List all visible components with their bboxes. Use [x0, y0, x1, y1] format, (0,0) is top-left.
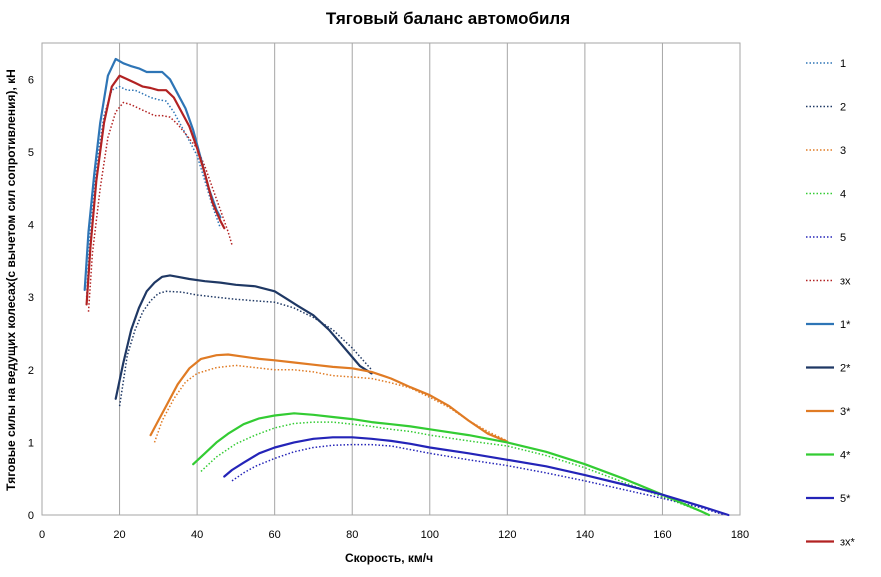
series-line-зх* — [85, 74, 226, 306]
grid — [119, 43, 663, 515]
x-tick-label: 140 — [576, 529, 594, 541]
series-line-2* — [114, 274, 373, 400]
legend-label-4: 4 — [840, 189, 846, 201]
x-tick-label: 80 — [346, 529, 358, 541]
y-tick-label: 2 — [28, 365, 34, 377]
series-line-3* — [149, 353, 509, 443]
x-axis-ticks: 0 20 40 60 80 100 120 140 160 180 — [39, 529, 749, 541]
x-axis-title: Скорость, км/ч — [345, 551, 433, 565]
legend-label-3*: 3* — [840, 406, 851, 418]
series-line-1* — [83, 57, 222, 291]
x-tick-label: 160 — [653, 529, 671, 541]
legend-label-зх*: зх* — [840, 537, 856, 549]
x-tick-label: 40 — [191, 529, 203, 541]
y-tick-label: 6 — [28, 74, 34, 86]
x-tick-label: 100 — [421, 529, 439, 541]
legend-label-2*: 2* — [840, 363, 851, 375]
y-tick-label: 0 — [28, 510, 34, 522]
series-line-зх — [87, 101, 233, 312]
series-line-4* — [192, 412, 711, 517]
series-line-5 — [231, 443, 725, 516]
legend: 1 2 3 4 5 зх 1* 2* 3* 4* 5* зх* — [806, 58, 856, 549]
legend-label-5*: 5* — [840, 493, 851, 505]
series-line-2 — [118, 290, 373, 407]
series-line-1 — [85, 85, 222, 298]
series-lines — [83, 57, 730, 517]
series-line-3 — [153, 364, 508, 443]
legend-label-3: 3 — [840, 145, 846, 157]
legend-label-5: 5 — [840, 232, 846, 244]
legend-label-зх: зх — [840, 276, 851, 288]
y-tick-label: 1 — [28, 437, 34, 449]
x-tick-label: 60 — [269, 529, 281, 541]
series-line-5* — [223, 436, 730, 517]
legend-label-2: 2 — [840, 102, 846, 114]
y-axis-ticks: 0 1 2 3 4 5 6 — [28, 74, 34, 522]
x-tick-label: 120 — [498, 529, 516, 541]
x-tick-label: 180 — [731, 529, 749, 541]
y-tick-label: 5 — [28, 147, 34, 159]
plot-frame — [41, 42, 741, 516]
y-tick-label: 4 — [28, 220, 34, 232]
y-axis-title: Тяговые силы на ведущих колесах(с вычето… — [4, 69, 18, 491]
x-tick-label: 0 — [39, 529, 45, 541]
legend-label-4*: 4* — [840, 450, 851, 462]
series-line-4 — [200, 421, 710, 516]
legend-label-1: 1 — [840, 58, 846, 70]
x-tick-label: 20 — [113, 529, 125, 541]
legend-label-1*: 1* — [840, 319, 851, 331]
chart-title: Тяговый баланс автомобиля — [326, 9, 570, 28]
y-tick-label: 3 — [28, 292, 34, 304]
